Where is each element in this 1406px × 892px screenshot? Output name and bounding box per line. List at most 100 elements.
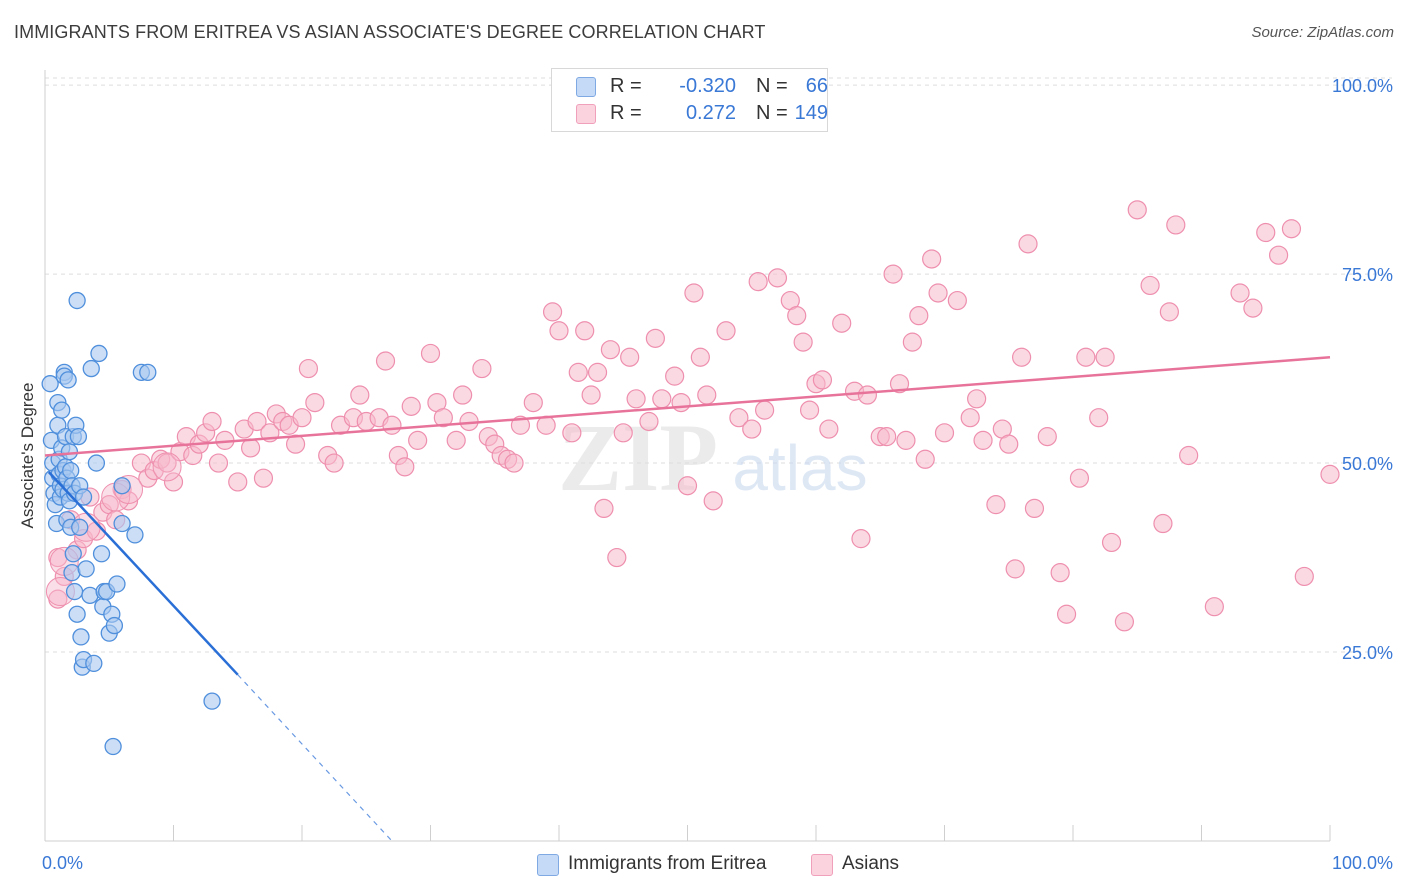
point-asians bbox=[793, 332, 813, 352]
x-tick-label: 0.0% bbox=[42, 853, 83, 873]
point-asians bbox=[1050, 563, 1070, 583]
point-asians bbox=[767, 268, 788, 288]
point-asians bbox=[382, 415, 402, 435]
point-asians bbox=[1024, 498, 1045, 519]
point-asians bbox=[1281, 219, 1302, 239]
point-asians bbox=[324, 453, 344, 473]
point-asians bbox=[208, 453, 229, 473]
point-asians bbox=[851, 529, 871, 549]
point-asians bbox=[157, 453, 177, 473]
point-asians bbox=[665, 366, 685, 386]
legend-swatch-eritrea bbox=[576, 77, 596, 97]
point-asians bbox=[1114, 612, 1135, 632]
point-asians bbox=[799, 400, 820, 420]
legend-swatch-asians bbox=[576, 104, 596, 124]
point-asians bbox=[241, 438, 261, 458]
point-asians bbox=[562, 423, 582, 443]
point-asians bbox=[581, 385, 601, 405]
watermark-zip: ZIP bbox=[558, 404, 718, 511]
point-asians bbox=[697, 385, 717, 405]
point-asians bbox=[819, 419, 839, 439]
point-eritrea bbox=[77, 560, 95, 578]
legend-n-value: 66 bbox=[805, 75, 828, 97]
point-asians bbox=[620, 347, 640, 367]
point-asians bbox=[350, 385, 370, 405]
point-asians bbox=[896, 430, 916, 450]
point-asians bbox=[1005, 559, 1025, 579]
point-asians bbox=[960, 408, 980, 428]
point-asians bbox=[1127, 200, 1147, 220]
legend-n-label: N = bbox=[756, 102, 788, 124]
trendline-asians bbox=[44, 355, 1331, 457]
point-asians bbox=[729, 408, 749, 428]
point-asians bbox=[1011, 347, 1032, 367]
point-eritrea bbox=[108, 575, 126, 593]
legend-n-value: 149 bbox=[794, 102, 828, 124]
point-asians bbox=[883, 264, 903, 284]
legend-r-label: R = bbox=[610, 75, 642, 97]
point-asians bbox=[1204, 597, 1224, 617]
stats-legend: R = -0.320 N = 66 R = 0.272 N = 149 bbox=[551, 68, 828, 132]
point-asians bbox=[401, 396, 421, 416]
point-eritrea bbox=[126, 526, 144, 544]
legend-r-value: 0.272 bbox=[685, 102, 736, 124]
point-asians bbox=[1268, 245, 1289, 265]
point-asians bbox=[684, 283, 704, 303]
point-asians bbox=[1089, 408, 1109, 428]
point-asians bbox=[999, 434, 1019, 454]
point-eritrea bbox=[113, 514, 131, 533]
point-asians bbox=[1179, 445, 1199, 466]
point-asians bbox=[1153, 513, 1173, 534]
point-asians bbox=[1166, 215, 1186, 235]
point-asians bbox=[703, 491, 723, 511]
point-asians-cluster bbox=[152, 452, 182, 482]
point-asians bbox=[472, 358, 492, 379]
x-tick-label: 100.0% bbox=[1332, 853, 1393, 873]
point-asians bbox=[1230, 283, 1250, 303]
point-asians bbox=[742, 419, 762, 439]
y-tick-label: 75.0% bbox=[1342, 265, 1393, 285]
point-asians bbox=[832, 313, 852, 333]
point-asians bbox=[671, 392, 691, 413]
point-asians bbox=[163, 472, 184, 492]
point-asians bbox=[1095, 347, 1115, 367]
point-eritrea bbox=[68, 605, 86, 623]
point-asians bbox=[523, 392, 543, 413]
point-asians bbox=[298, 358, 319, 379]
point-asians bbox=[928, 283, 948, 303]
point-eritrea bbox=[65, 582, 84, 601]
point-asians bbox=[639, 411, 659, 432]
point-asians bbox=[934, 423, 955, 443]
point-asians bbox=[754, 400, 775, 420]
y-tick-label: 25.0% bbox=[1342, 643, 1393, 663]
point-eritrea bbox=[69, 427, 88, 446]
point-eritrea bbox=[68, 291, 86, 310]
point-asians bbox=[1076, 347, 1096, 367]
point-asians bbox=[587, 362, 608, 382]
point-asians bbox=[812, 370, 833, 390]
point-asians bbox=[902, 332, 922, 352]
bottom-legend-swatch-eritrea bbox=[537, 854, 559, 876]
bottom-legend-swatch-asians bbox=[811, 854, 833, 876]
point-eritrea bbox=[105, 616, 124, 635]
point-asians bbox=[877, 427, 897, 447]
point-asians bbox=[652, 389, 672, 409]
point-asians bbox=[510, 415, 531, 435]
bottom-legend-label-asians: Asians bbox=[842, 853, 900, 874]
point-asians bbox=[922, 249, 942, 269]
point-asians bbox=[1056, 604, 1077, 624]
trendline-eritrea-extension bbox=[237, 674, 393, 842]
point-eritrea bbox=[60, 443, 79, 461]
point-eritrea bbox=[82, 359, 100, 378]
point-eritrea bbox=[81, 586, 99, 604]
point-asians bbox=[542, 302, 563, 322]
point-asians bbox=[613, 423, 633, 443]
y-axis-label: Associate's Degree bbox=[18, 383, 37, 529]
point-asians bbox=[253, 468, 274, 488]
source-label: Source: ZipAtlas.com bbox=[1251, 24, 1394, 41]
legend-r-value: -0.320 bbox=[679, 75, 736, 97]
point-eritrea bbox=[74, 488, 93, 506]
point-asians bbox=[677, 476, 698, 496]
point-eritrea bbox=[71, 518, 89, 536]
